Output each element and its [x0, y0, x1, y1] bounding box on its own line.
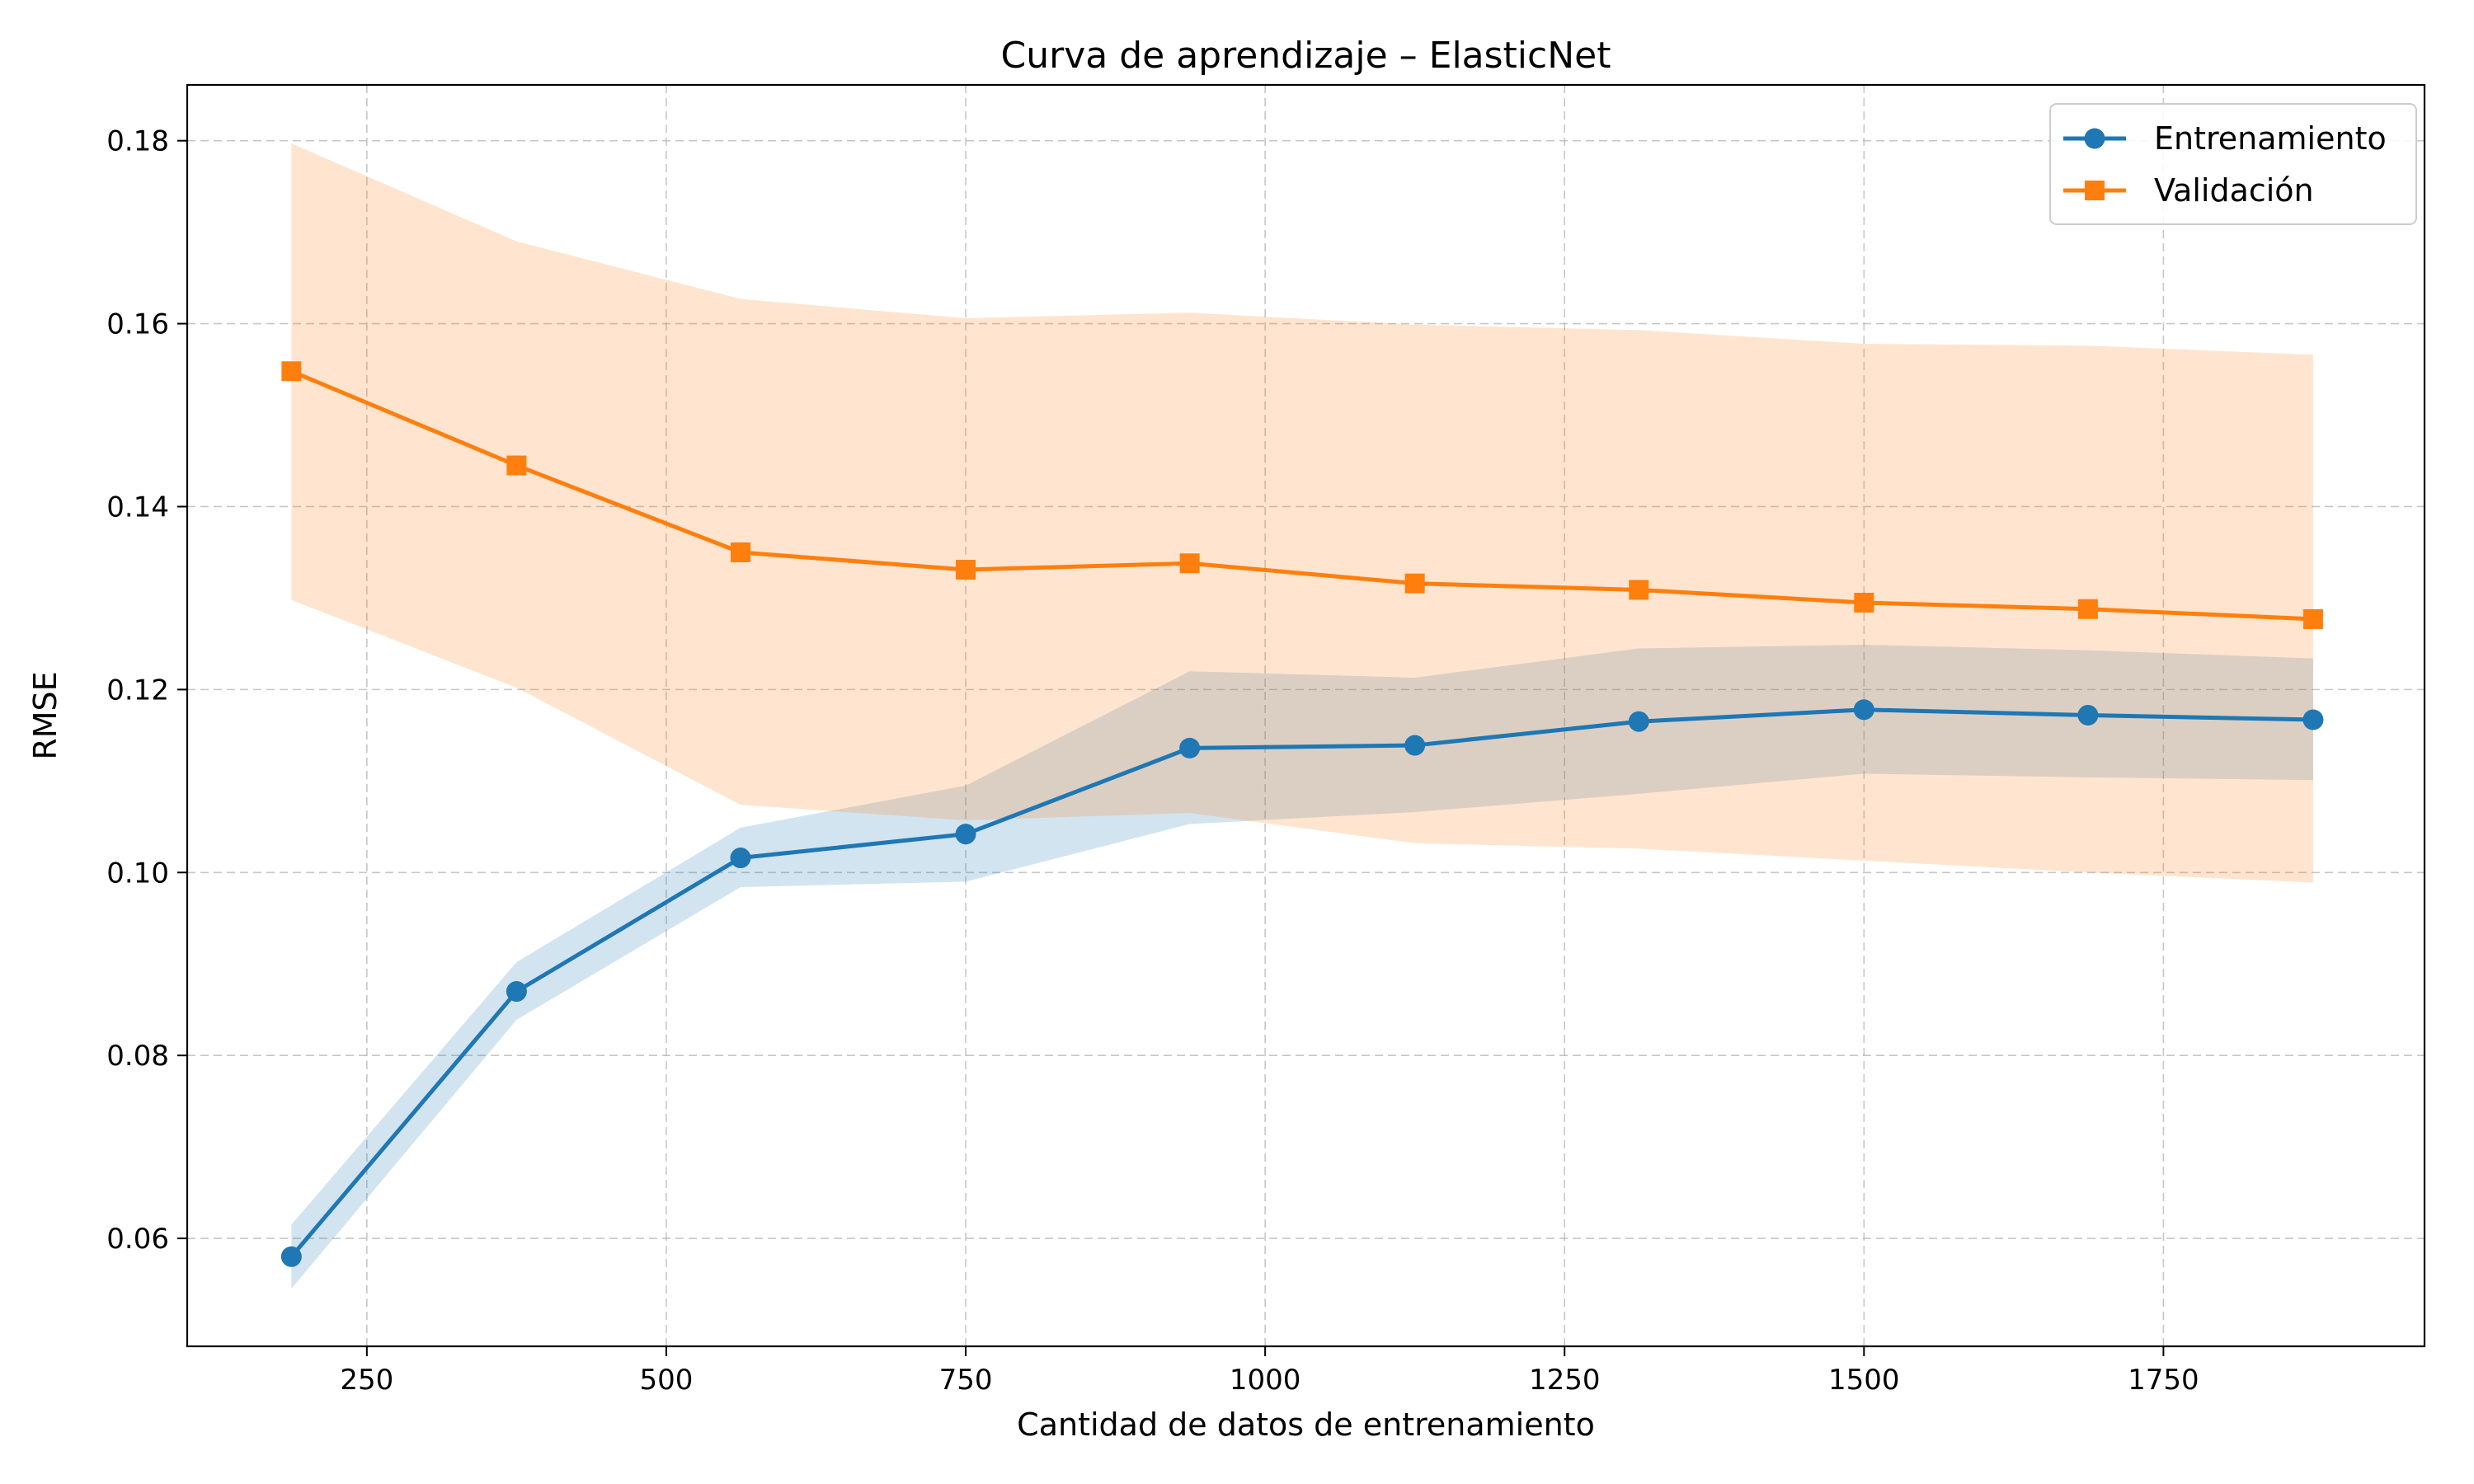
point-entrenamiento: [280, 1246, 302, 1267]
band-validación: [291, 143, 2313, 883]
point-validación: [1629, 580, 1649, 600]
x-tick-label: 1000: [1230, 1364, 1301, 1397]
y-tick-label: 0.12: [106, 674, 169, 707]
band-entrenamiento: [291, 645, 2313, 1289]
x-axis-title: Cantidad de datos de entrenamiento: [1017, 1407, 1595, 1443]
point-validación: [956, 560, 976, 580]
y-tick-label: 0.10: [106, 857, 169, 890]
y-tick-label: 0.18: [106, 125, 169, 158]
point-validación: [2077, 599, 2098, 619]
line-entrenamiento: [289, 707, 2313, 1258]
y-tick-label: 0.06: [106, 1223, 169, 1256]
point-entrenamiento: [955, 824, 976, 845]
point-validación: [1179, 553, 1200, 574]
point-entrenamiento: [2302, 709, 2324, 730]
point-validación: [281, 361, 302, 382]
y-axis-title: RMSE: [27, 671, 63, 759]
point-validación: [1404, 573, 1425, 594]
grid: [187, 85, 2425, 1346]
x-tick-label: 500: [639, 1364, 693, 1397]
legend-box: [2049, 103, 2417, 225]
y-tick-label: 0.16: [106, 308, 169, 341]
point-entrenamiento: [1628, 711, 1649, 732]
point-entrenamiento: [1853, 699, 1874, 721]
x-tick-label: 750: [939, 1364, 993, 1397]
chart-title: Curva de aprendizaje – ElasticNet: [1001, 35, 1611, 77]
y-tick-label: 0.14: [106, 491, 169, 524]
series-markers: [280, 361, 2324, 1267]
point-entrenamiento: [1404, 735, 1426, 756]
x-tick-label: 1250: [1529, 1364, 1601, 1397]
point-entrenamiento: [506, 981, 527, 1003]
x-tick-label: 250: [340, 1364, 393, 1397]
point-validación: [730, 542, 750, 562]
plot-frame: [186, 83, 2426, 1348]
point-validación: [1854, 592, 1874, 613]
legend-label-validación: Validación: [2154, 172, 2314, 209]
point-entrenamiento: [1179, 737, 1201, 758]
series-lines: [289, 369, 2314, 1258]
point-entrenamiento: [2077, 704, 2099, 726]
legend-marker-validación: [2085, 181, 2105, 200]
legend: Entrenamiento Validación: [2049, 103, 2417, 225]
point-validación: [2302, 608, 2323, 629]
y-tick-label: 0.08: [106, 1040, 169, 1073]
point-validación: [506, 455, 527, 476]
axis-ticks: 250 500 750 1000 1250 1500 1750 0.06 0.08 0.10 0.1…: [106, 125, 2199, 1397]
x-tick-label: 1500: [1828, 1364, 1900, 1397]
line-validación: [290, 369, 2314, 622]
point-entrenamiento: [730, 848, 751, 869]
confidence-bands: [291, 143, 2313, 1289]
legend-label-entrenamiento: Entrenamiento: [2154, 120, 2387, 157]
legend-marker-entrenamiento: [2084, 128, 2105, 149]
x-tick-label: 1750: [2128, 1364, 2199, 1397]
